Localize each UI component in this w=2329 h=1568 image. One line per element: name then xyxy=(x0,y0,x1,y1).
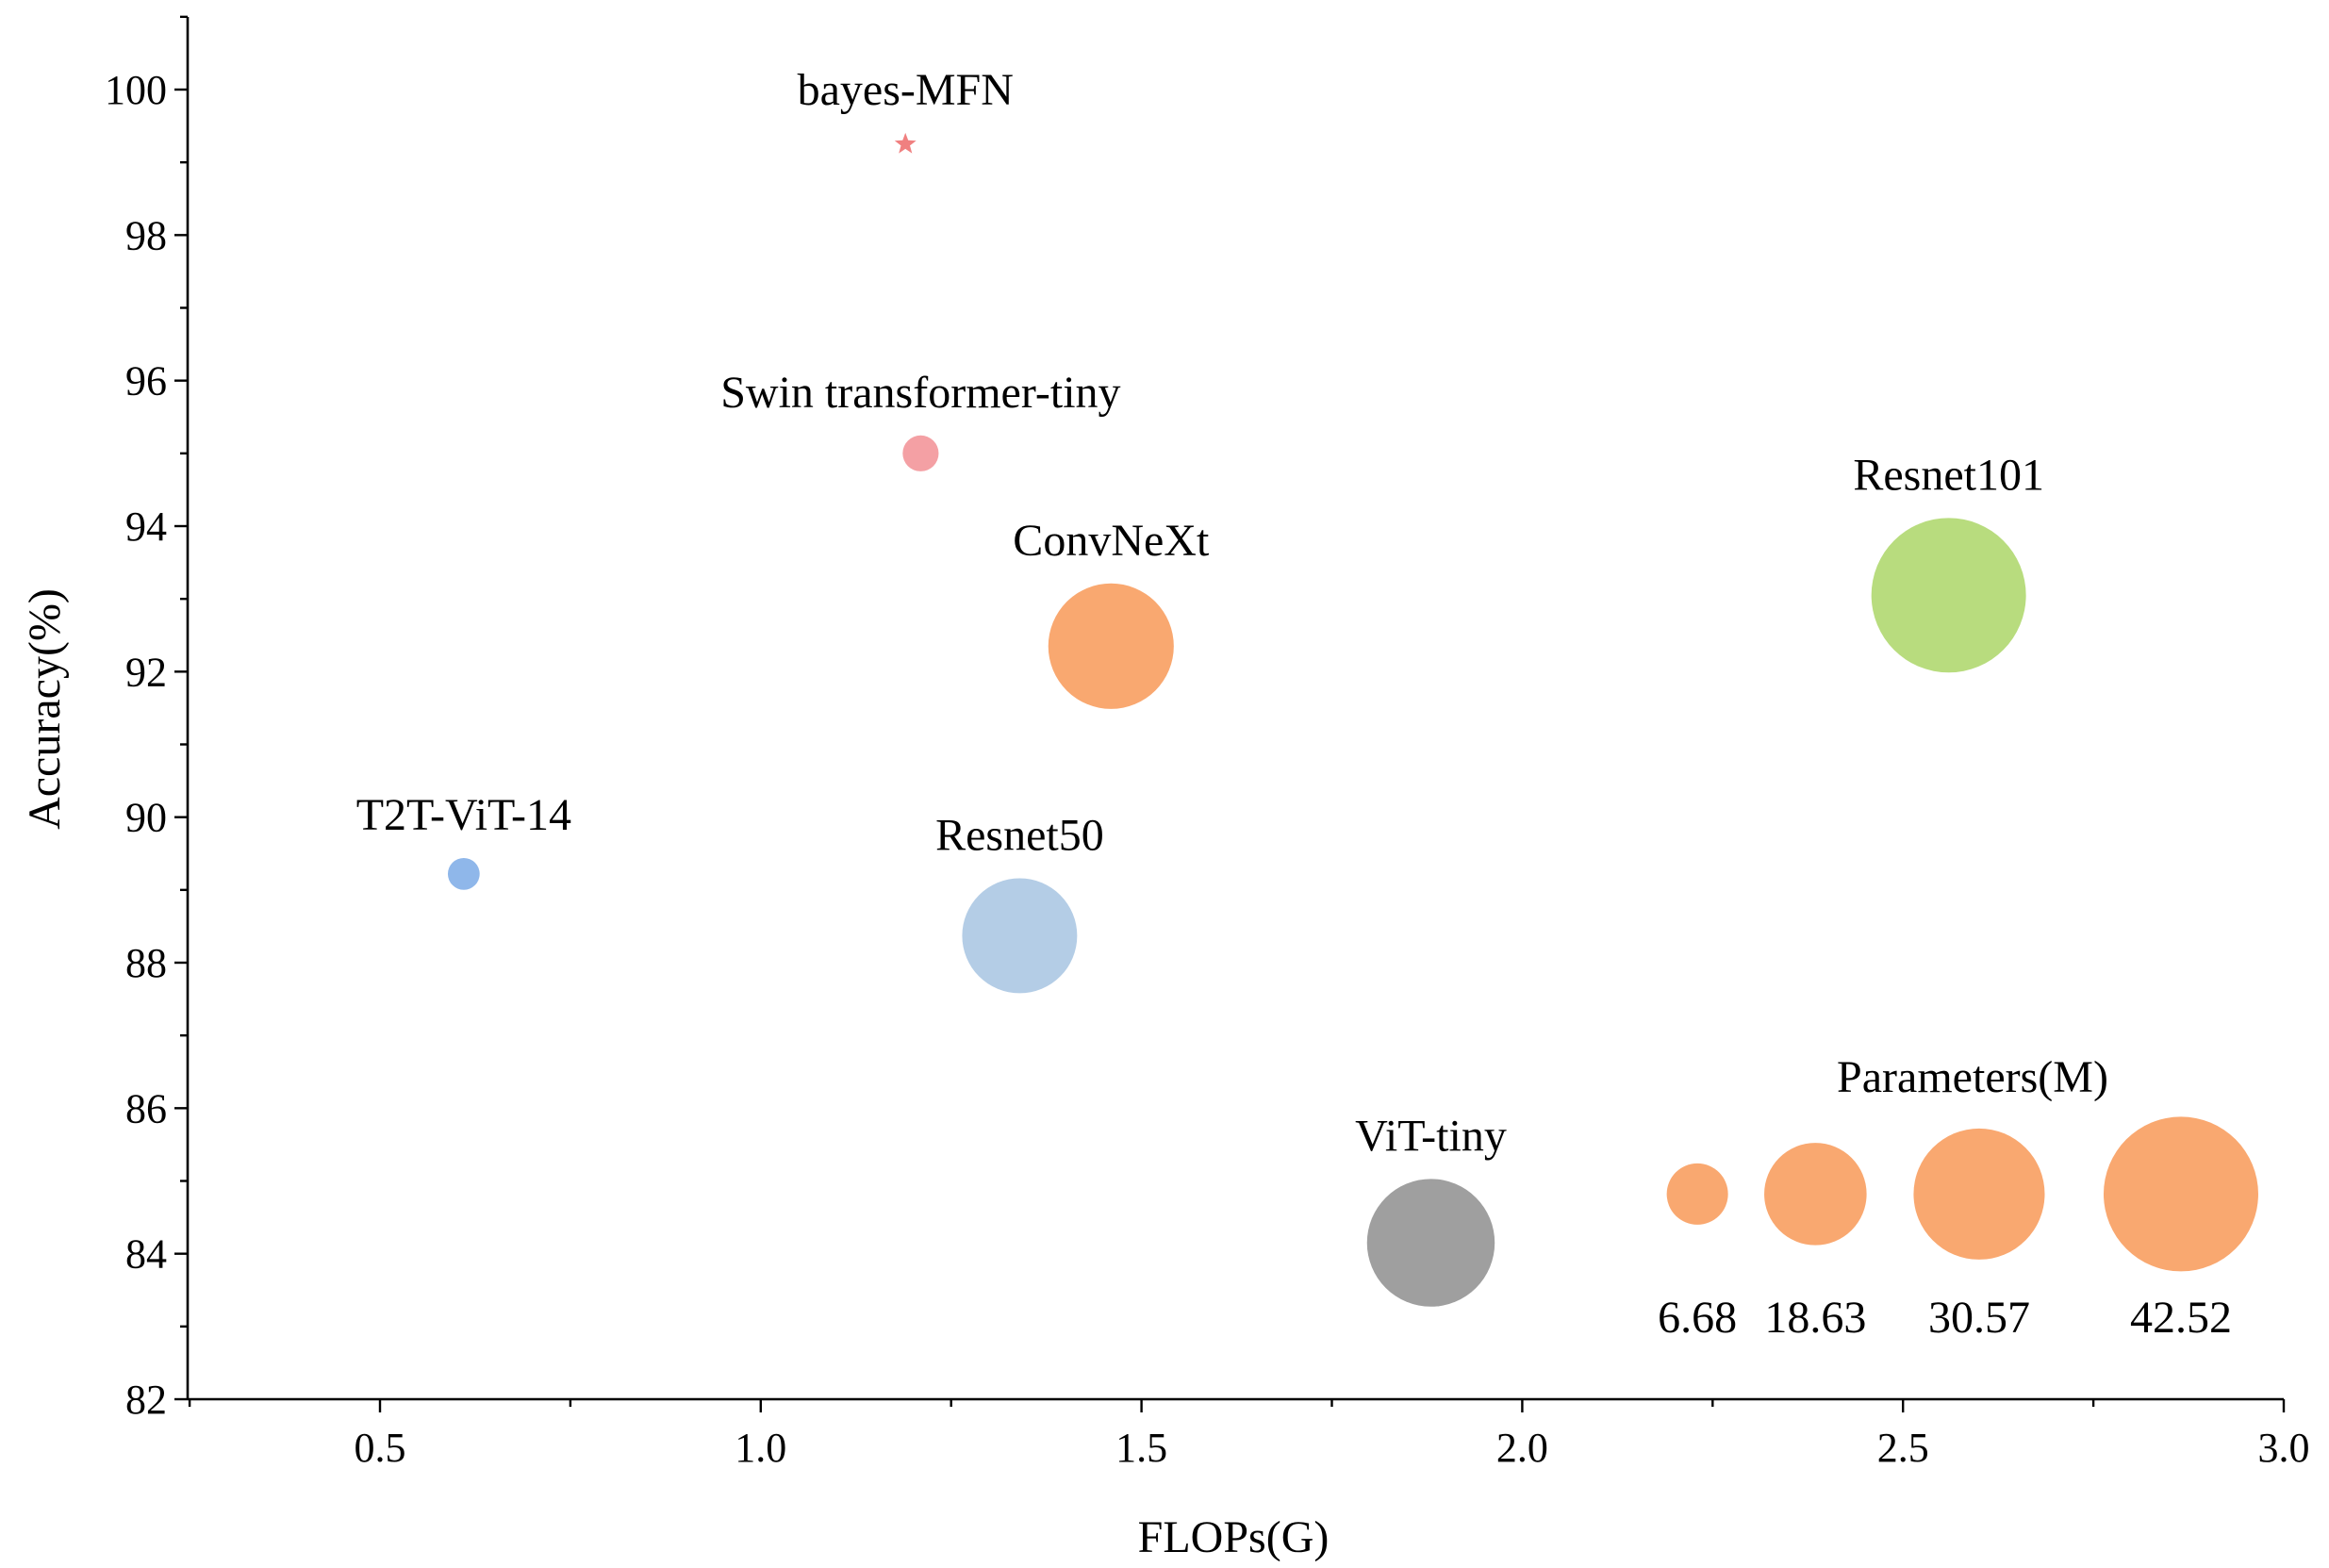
point-t2t-vit-14-bubble xyxy=(447,857,480,890)
y-tick-label: 86 xyxy=(125,1085,167,1131)
point-resnet50-label: Resnet50 xyxy=(935,810,1104,860)
ticks xyxy=(174,15,2286,1412)
y-tick-label: 90 xyxy=(125,795,167,841)
point-resnet101-label: Resnet101 xyxy=(1853,450,2044,500)
size-legend-label: 30.57 xyxy=(1928,1293,2030,1343)
x-tick-label: 3.0 xyxy=(2258,1425,2310,1471)
point-bayes-mfn-label: bayes-MFN xyxy=(798,65,1014,115)
point-vit-tiny-bubble xyxy=(1366,1179,1495,1307)
point-resnet101-bubble xyxy=(1871,518,2026,673)
y-tick-label: 88 xyxy=(125,940,167,986)
y-axis-title: Accuracy(%) xyxy=(20,588,70,830)
size-legend-bubble xyxy=(1913,1128,2045,1260)
point-labels: bayes-MFN Swin transformer-tiny ConvNeXt Re… xyxy=(356,65,2044,1161)
y-tick-label: 96 xyxy=(125,358,167,404)
tick-labels: 82 84 86 88 90 92 94 96 98 100 0.5 1.0 1.5 2.0 2.5 3.0 xyxy=(105,67,2310,1471)
size-legend-bubble xyxy=(1764,1143,1867,1246)
axes xyxy=(186,17,2284,1401)
point-convnext-bubble xyxy=(1048,583,1174,709)
point-t2t-vit-14-label: T2T-ViT-14 xyxy=(356,790,571,840)
point-swin-transformer-tiny-bubble xyxy=(902,435,939,471)
size-legend-label: 6.68 xyxy=(1658,1293,1737,1343)
size-legend-title: Parameters(M) xyxy=(1837,1052,2108,1102)
y-tick-label: 100 xyxy=(105,67,167,113)
y-tick-label: 94 xyxy=(125,503,167,550)
size-legend-bubble xyxy=(1666,1163,1728,1225)
size-legend-bubble xyxy=(2103,1116,2258,1272)
x-tick-label: 1.0 xyxy=(735,1425,786,1471)
x-tick-label: 1.5 xyxy=(1115,1425,1167,1471)
size-legend-label: 42.52 xyxy=(2130,1293,2232,1343)
x-tick-label: 2.0 xyxy=(1496,1425,1548,1471)
x-tick-label: 0.5 xyxy=(355,1425,406,1471)
size-legend-label: 18.63 xyxy=(1764,1293,1866,1343)
point-swin-transformer-tiny-label: Swin transformer-tiny xyxy=(720,368,1120,418)
point-convnext-label: ConvNeXt xyxy=(1013,516,1210,566)
point-bayes-mfn-star-marker xyxy=(894,132,917,154)
x-tick-label: 2.5 xyxy=(1877,1425,1929,1471)
point-vit-tiny-label: ViT-tiny xyxy=(1355,1111,1507,1161)
y-tick-label: 82 xyxy=(125,1377,167,1423)
y-tick-label: 84 xyxy=(125,1231,167,1278)
y-tick-label: 92 xyxy=(125,649,167,695)
bubbles xyxy=(447,132,2026,1307)
y-tick-label: 98 xyxy=(125,212,167,258)
size-legend: Parameters(M) 6.68 18.63 30.57 42.52 xyxy=(1658,1052,2258,1343)
x-axis-title: FLOPs(G) xyxy=(1138,1512,1330,1562)
point-resnet50-bubble xyxy=(962,878,1078,994)
